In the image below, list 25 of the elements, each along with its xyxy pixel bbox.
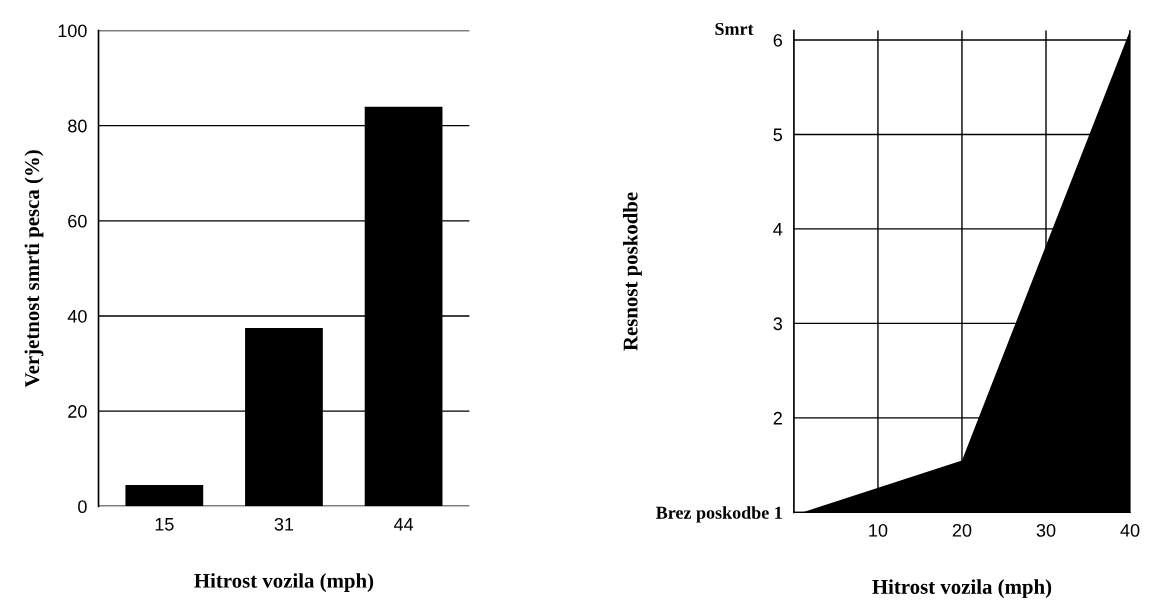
y-tick-label: 100 (58, 24, 87, 38)
x-axis-title: Hitrost vozila (mph) (194, 573, 374, 593)
x-tick-label: 44 (393, 518, 414, 531)
y-tick-label: 2 (773, 411, 782, 425)
y-tick-label: 3 (773, 317, 783, 331)
y-tick-label: 0 (78, 500, 87, 514)
x-tick-label: 40 (1120, 523, 1140, 537)
y-tick-label: 6 (773, 33, 783, 47)
y-tick-label: 80 (68, 119, 87, 133)
text: Smrt (715, 22, 754, 36)
x-tick-label: 30 (1036, 523, 1056, 537)
x-tick-label: 20 (952, 523, 972, 537)
x-axis-title: Hitrost vozila (mph) (872, 579, 1052, 599)
x-tick-label: 15 (155, 518, 174, 531)
y-tick-label: 40 (67, 309, 87, 323)
y-tick-label: 5 (773, 128, 783, 142)
y-tick-label: Brez poskodbe 1 (656, 506, 782, 523)
y-tick-label: 60 (68, 214, 87, 228)
y-axis-title: Verjetnost smrti pesca (%) (24, 150, 44, 388)
y-axis-title: Resnost poskodbe (622, 192, 642, 351)
y-tick-label: 4 (773, 223, 783, 236)
y-tick-label: 20 (68, 405, 87, 418)
bar (125, 484, 204, 507)
x-tick-label: 10 (869, 523, 888, 537)
x-tick-label: 31 (274, 517, 294, 531)
